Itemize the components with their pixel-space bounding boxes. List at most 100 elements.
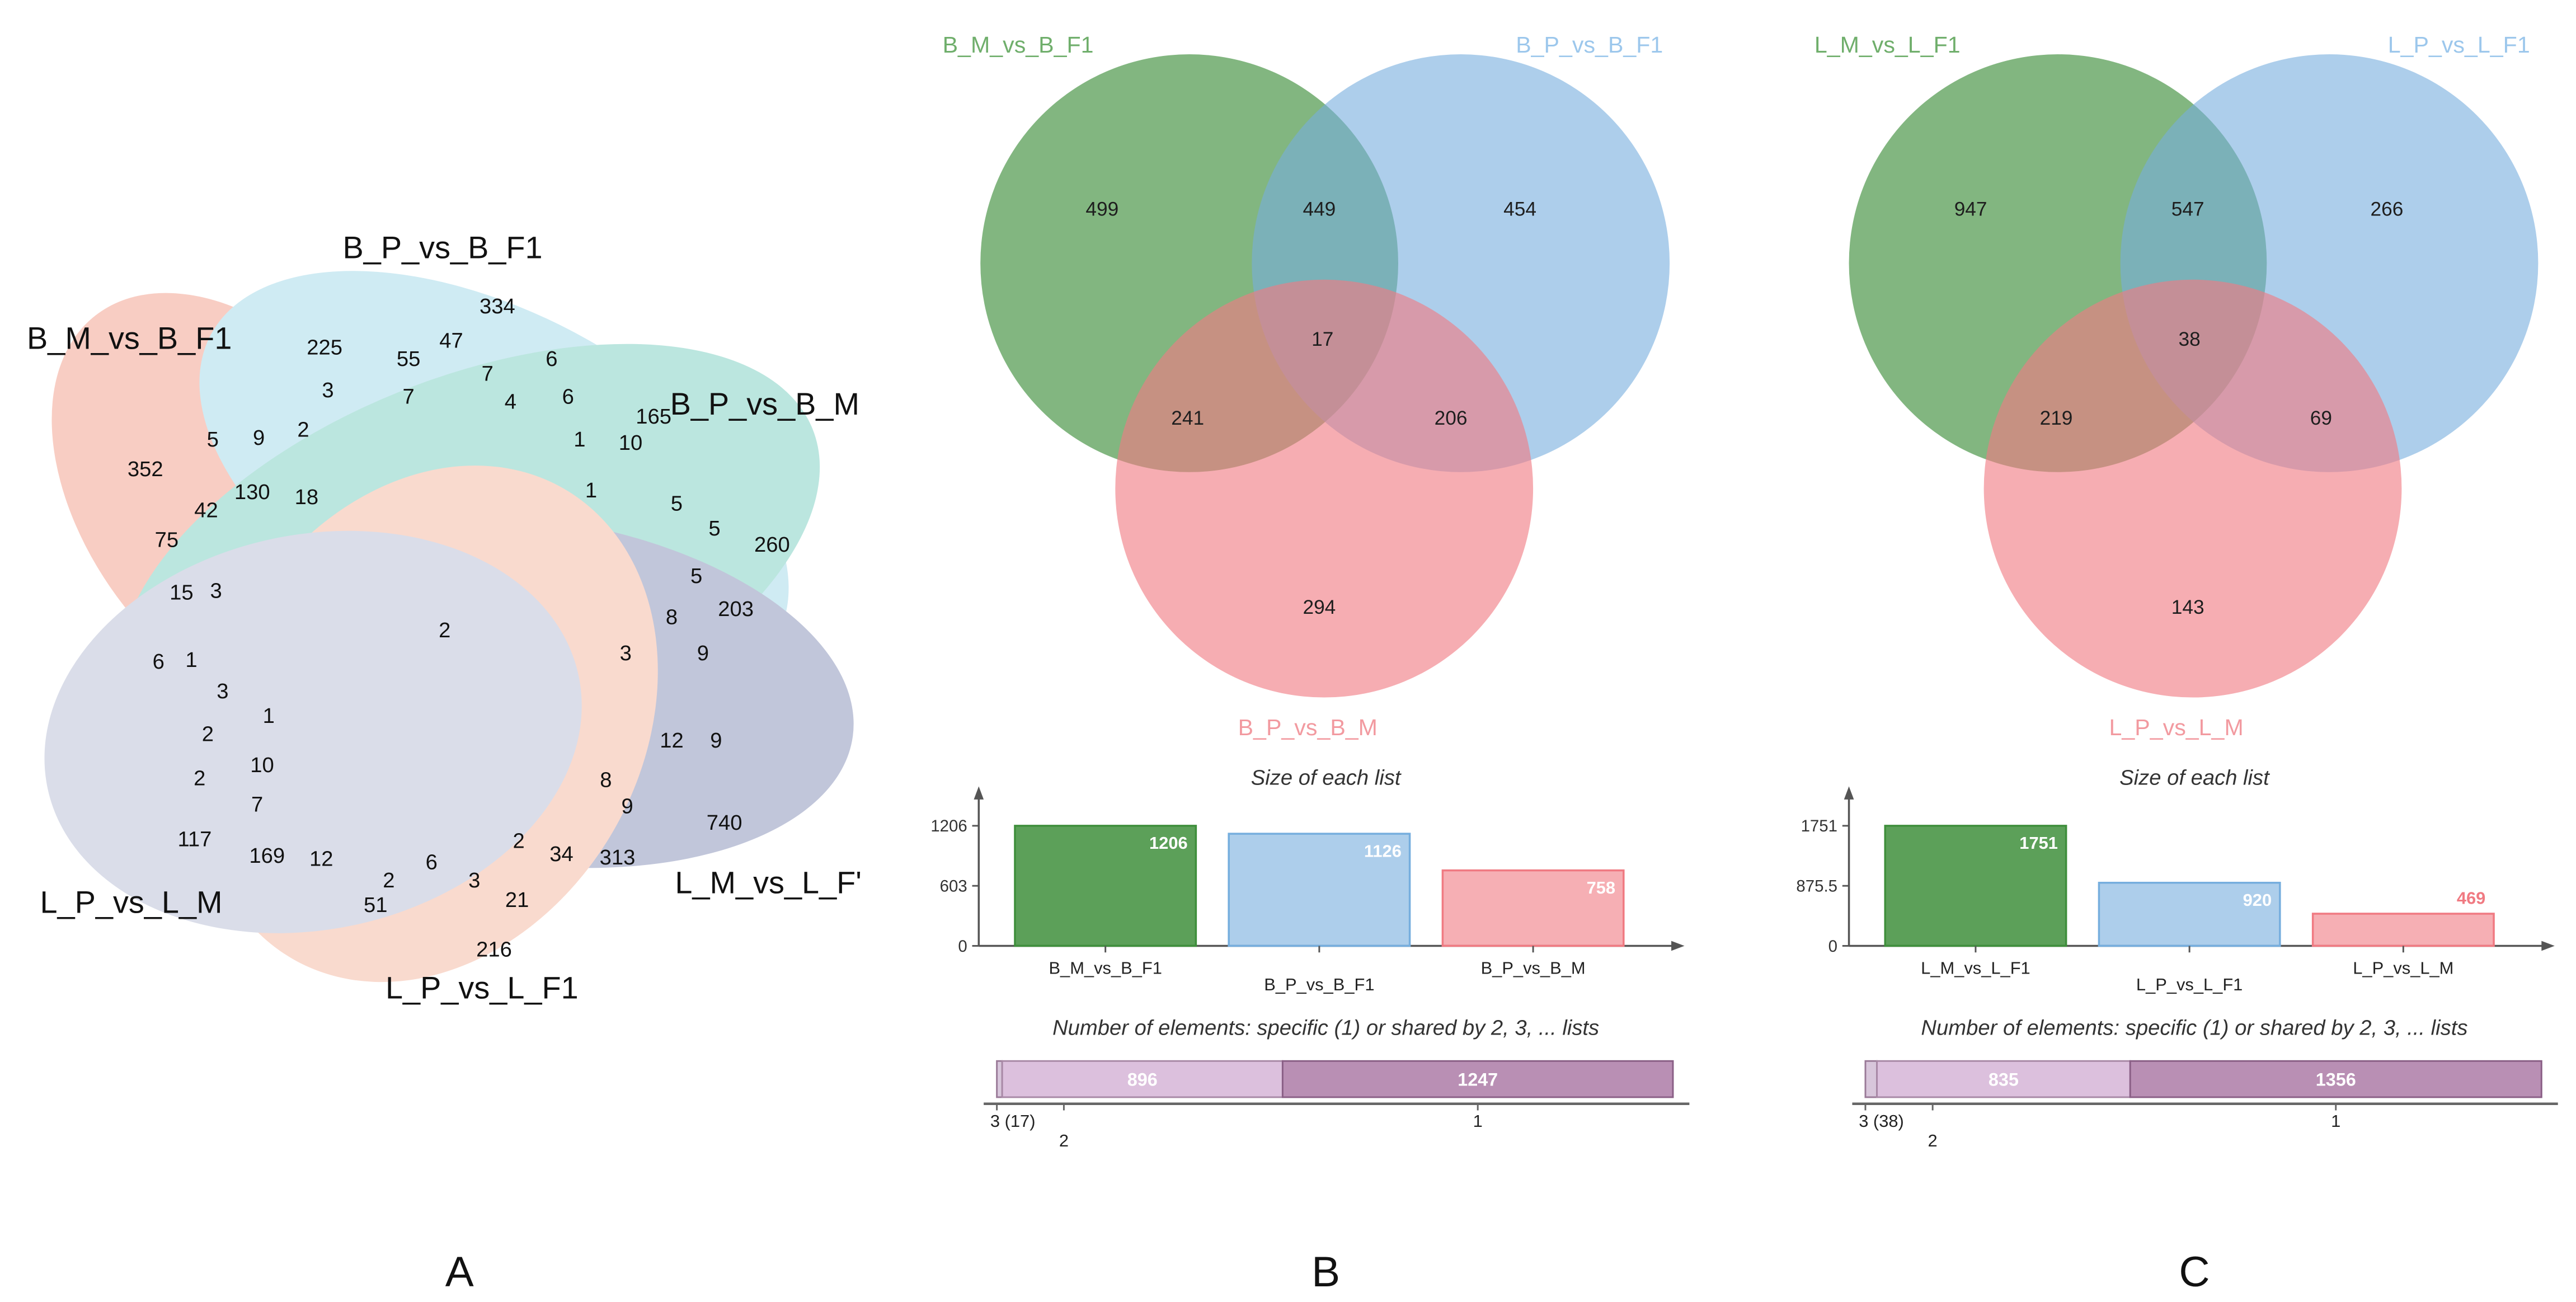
venn-b: 499 449 454 17 241 206 294 B_M_vs_B_F1 B… <box>943 32 1670 740</box>
region-count: 10 <box>619 431 643 455</box>
region-only-b-p-vs-b-m: 294 <box>1303 596 1336 618</box>
region-count: 1 <box>185 648 197 672</box>
shared-axis-label: 2 <box>1928 1131 1938 1150</box>
size-bar <box>2098 881 2281 947</box>
region-count: 2 <box>202 722 214 746</box>
size-bar-value-label: 920 <box>2243 890 2272 910</box>
shared-chart-b: 896 1247 3 (17) 2 1 <box>984 1060 1690 1150</box>
panel-c: 947 547 266 38 219 69 143 L_M_vs_L_F1 L_… <box>1796 32 2558 1296</box>
region-count: 7 <box>402 385 414 409</box>
region-count: 21 <box>505 888 529 912</box>
region-count: 9 <box>253 426 265 450</box>
shared-axis-label: 3 (17) <box>990 1111 1036 1131</box>
region-count: 203 <box>718 597 754 621</box>
panel-b: 499 449 454 17 241 206 294 B_M_vs_B_F1 B… <box>930 32 1690 1296</box>
shared-axis-label: 1 <box>2331 1111 2340 1131</box>
venn-a-counts: 334 225 55 47 7 6 3 7 4 6 165 1 10 9 2 5… <box>128 294 790 962</box>
shared-bar-segment <box>2129 1060 2542 1098</box>
shared-bar-segment <box>1281 1060 1674 1098</box>
size-bar-value-label: 758 <box>1587 878 1616 897</box>
venn-set-l-p-vs-l-f1 <box>199 466 658 983</box>
region-count: 7 <box>482 361 493 386</box>
y-tick-label: 603 <box>940 877 967 895</box>
region-count: 9 <box>622 795 633 819</box>
region-l-p-l-pm: 69 <box>2310 407 2332 429</box>
region-count: 216 <box>476 937 512 961</box>
region-count: 3 <box>620 641 632 665</box>
region-count: 5 <box>690 564 702 588</box>
region-count: 4 <box>505 389 516 413</box>
region-count: 313 <box>600 845 636 869</box>
region-count: 42 <box>194 498 218 522</box>
region-l-m-l-pm: 219 <box>2040 407 2073 429</box>
region-count: 3 <box>217 679 228 703</box>
panel-letter-a: A <box>445 1248 474 1296</box>
region-count: 3 <box>322 378 333 402</box>
shared-bar-value-label: 835 <box>1989 1069 2019 1089</box>
size-bar-value-label: 1751 <box>2019 833 2058 853</box>
size-bar <box>2311 913 2495 947</box>
region-all-three: 38 <box>2179 328 2201 350</box>
region-count: 55 <box>397 347 421 371</box>
panel-letter-c: C <box>2179 1248 2210 1296</box>
size-bar <box>1441 869 1625 947</box>
region-all-three: 17 <box>1311 328 1333 350</box>
region-count: 5 <box>207 427 219 452</box>
size-bar-category-label: B_P_vs_B_M <box>1481 958 1586 977</box>
region-count: 352 <box>128 457 163 481</box>
set-label-l-p-vs-l-f1: L_P_vs_L_F1 <box>386 970 579 1005</box>
region-count: 10 <box>250 753 274 777</box>
shared-bar-segment <box>1864 1060 1878 1098</box>
set-label-b-p-vs-b-m: B_P_vs_B_M <box>1238 715 1378 740</box>
region-b-p-b-pm: 206 <box>1435 407 1468 429</box>
region-count: 8 <box>666 605 678 629</box>
set-label-b-p-vs-b-f1: B_P_vs_B_F1 <box>343 230 543 265</box>
y-tick-label: 1751 <box>1801 817 1837 835</box>
region-count: 7 <box>251 793 263 817</box>
size-bar-value-label: 1126 <box>1364 841 1402 861</box>
region-count: 47 <box>439 329 463 353</box>
region-count: 6 <box>546 347 557 371</box>
set-label-l-m-vs-l-f1: L_M_vs_L_F1 <box>1815 32 1961 58</box>
region-count: 2 <box>297 417 309 441</box>
region-count: 6 <box>562 385 574 409</box>
region-count: 225 <box>307 335 342 359</box>
region-count: 2 <box>194 767 205 791</box>
size-bar-value-label: 1206 <box>1149 833 1188 853</box>
set-label-l-p-vs-l-f1: L_P_vs_L_F1 <box>2388 32 2530 58</box>
size-bar-category-label: L_P_vs_L_M <box>2353 958 2453 977</box>
region-count: 117 <box>177 827 211 851</box>
region-count: 130 <box>234 480 270 504</box>
x-axis-arrow <box>1671 941 1685 951</box>
region-count: 1 <box>585 478 597 502</box>
venn-set-b-p-vs-b-m <box>119 344 820 791</box>
size-bar-category-label: L_P_vs_L_F1 <box>2136 975 2243 994</box>
y-axis-arrow <box>1844 786 1854 800</box>
set-label-b-p-vs-b-m: B_P_vs_B_M <box>670 386 859 421</box>
shared-axis-label: 2 <box>1059 1131 1069 1150</box>
region-count: 51 <box>364 893 388 917</box>
region-count: 12 <box>660 728 684 753</box>
region-count: 1 <box>263 704 275 728</box>
shared-bar-value-label: 1247 <box>1458 1069 1498 1089</box>
x-axis-arrow <box>2541 941 2555 951</box>
venn-set-l-m-vs-l-f1 <box>200 514 854 868</box>
shared-chart-title: Number of elements: specific (1) or shar… <box>1052 1016 1599 1040</box>
region-b-m-b-pm: 241 <box>1171 407 1204 429</box>
region-b-m-b-p: 449 <box>1303 199 1336 220</box>
y-tick-label: 1206 <box>930 817 967 835</box>
region-count: 75 <box>155 528 179 552</box>
set-label-l-m-vs-l-f1: L_M_vs_L_F' <box>675 864 862 900</box>
region-count: 2 <box>439 618 450 642</box>
shared-bar-segment <box>1001 1060 1284 1098</box>
set-label-b-m-vs-b-f1: B_M_vs_B_F1 <box>27 320 232 355</box>
region-count: 3 <box>210 579 222 603</box>
region-only-b-p-vs-b-f1: 454 <box>1503 199 1536 220</box>
region-count: 260 <box>754 533 790 557</box>
size-chart-c: 1751 875.5 0 1751 L_M_vs_L_F1 920 L_P_vs_L_F1 4… <box>1796 786 2555 994</box>
set-label-l-p-vs-l-m: L_P_vs_L_M <box>2109 715 2244 740</box>
region-count: 169 <box>249 844 285 868</box>
y-tick-label: 0 <box>1828 937 1837 956</box>
panel-letter-b: B <box>1311 1248 1340 1296</box>
size-chart-b: 1206 603 0 1206 B_M_vs_B_F1 1126 B_P_vs_B_F1 75… <box>930 786 1685 994</box>
